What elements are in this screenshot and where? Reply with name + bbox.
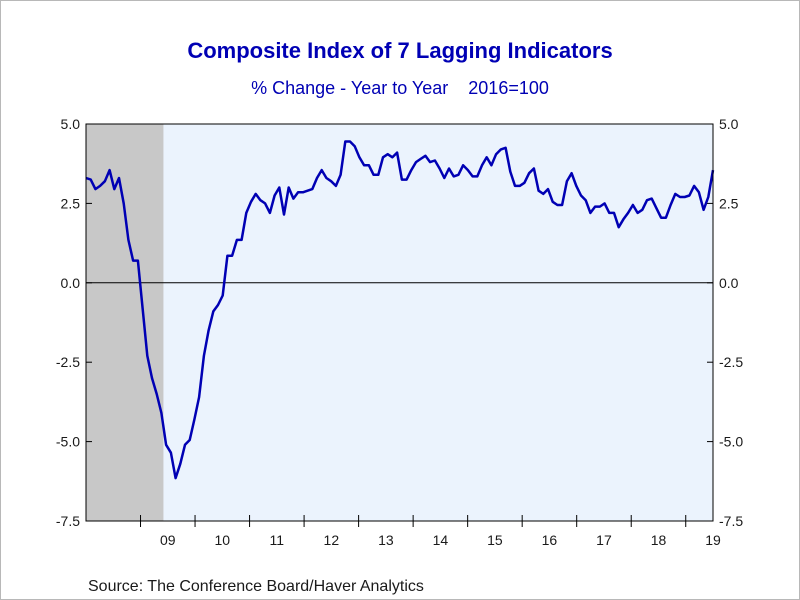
y-tick-label-left: 0.0	[61, 275, 81, 291]
series-line	[85, 140, 715, 480]
x-tick-label: 14	[433, 532, 449, 548]
y-tick-label-right: 2.5	[719, 195, 739, 211]
chart-subtitle: % Change - Year to Year 2016=100	[251, 78, 549, 98]
y-tick-label-right: 5.0	[719, 116, 739, 132]
y-tick-label-right: -5.0	[719, 434, 743, 450]
y-tick-label-right: -2.5	[719, 354, 743, 370]
x-tick-label: 13	[378, 532, 394, 548]
series-layer	[85, 140, 715, 480]
y-tick-label-left: 2.5	[61, 195, 81, 211]
x-tick-label: 10	[215, 532, 231, 548]
x-tick-label: 09	[160, 532, 176, 548]
plot-area	[86, 124, 713, 521]
x-tick-label: 16	[542, 532, 558, 548]
y-tick-label-right: 0.0	[719, 275, 739, 291]
x-tick-label: 15	[487, 532, 503, 548]
recession-band	[86, 124, 164, 521]
x-tick-label: 19	[705, 532, 721, 548]
y-tick-label-left: -5.0	[56, 434, 80, 450]
x-tick-label: 18	[651, 532, 667, 548]
x-tick-label: 11	[270, 532, 285, 548]
x-tick-label: 17	[596, 532, 612, 548]
y-tick-label-left: 5.0	[61, 116, 81, 132]
y-tick-label-left: -2.5	[56, 354, 80, 370]
chart-title: Composite Index of 7 Lagging Indicators	[187, 38, 613, 63]
axis-layer: 5.0 5.0 2.5 2.5 0.0 0.0 -2.5 -2.5 -5.0 -5.0 -7.5 -7…	[56, 116, 743, 548]
recession-shading-layer	[86, 124, 164, 521]
y-tick-label-right: -7.5	[719, 513, 743, 529]
source-note: Source: The Conference Board/Haver Analy…	[88, 578, 424, 595]
x-tick-label: 12	[324, 532, 340, 548]
y-tick-label-left: -7.5	[56, 513, 80, 529]
plot-border	[85, 123, 714, 522]
